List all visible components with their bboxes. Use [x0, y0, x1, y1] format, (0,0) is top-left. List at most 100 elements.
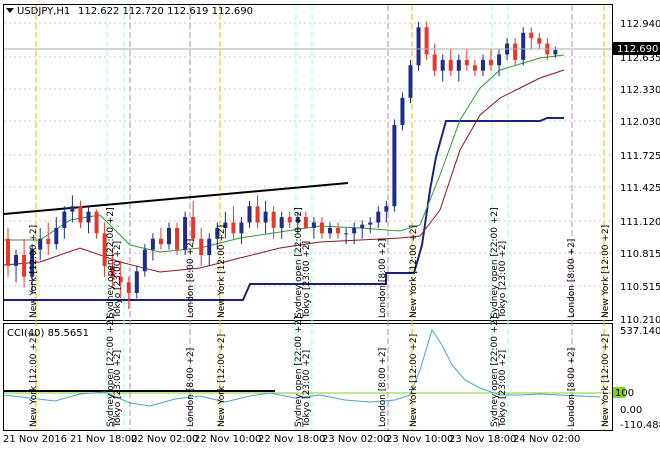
candle-body — [553, 50, 558, 55]
candle — [344, 227, 349, 245]
candle-body — [191, 217, 196, 239]
candle — [456, 54, 461, 82]
candle — [14, 249, 19, 283]
candle-body — [513, 43, 518, 60]
candle — [303, 211, 308, 228]
price-tick: 110.210 — [620, 315, 660, 326]
price-axis: 112.940 112.635 112.330 112.030 111.725 … — [620, 19, 660, 326]
time-label: 23 Nov 18:00 — [449, 434, 516, 445]
candle — [489, 49, 493, 71]
candle-body — [94, 211, 99, 234]
candle — [537, 32, 542, 50]
candle-body — [255, 206, 260, 223]
cci-tick: -110.4886 — [620, 420, 660, 431]
candle — [247, 200, 252, 228]
session-label: Tokyo [23:00 +2] — [302, 350, 312, 428]
candle — [328, 222, 332, 239]
candle-body — [392, 124, 397, 207]
candle-body — [6, 238, 10, 266]
session-label: New York [12:00 +2] — [409, 225, 419, 318]
candle — [183, 211, 188, 256]
session-lines — [35, 5, 605, 430]
candle-body — [231, 222, 236, 234]
candle-body — [102, 233, 107, 266]
candle-body — [239, 222, 244, 234]
candle-body — [328, 227, 332, 234]
cci-line — [3, 328, 601, 407]
candle-body — [416, 27, 421, 66]
candle — [62, 206, 67, 239]
candle-body — [158, 238, 163, 245]
session-label: New York [12:00 +2] — [217, 334, 227, 427]
candle — [6, 227, 10, 277]
symbol-label[interactable]: USDJPY,H1 — [17, 6, 70, 17]
candle — [480, 54, 485, 77]
candle — [223, 211, 228, 239]
candle — [440, 54, 445, 82]
candle-body — [167, 227, 171, 245]
time-label: 21 Nov 2016 — [3, 434, 67, 445]
candle-body — [134, 271, 139, 293]
candle — [319, 217, 324, 239]
candlestick-series — [6, 21, 558, 310]
candle — [167, 222, 171, 250]
price-tick: 110.515 — [620, 282, 660, 293]
symbol-menu-icon[interactable] — [6, 8, 14, 13]
cci-panel-frame — [3, 323, 613, 431]
candle-body — [311, 222, 316, 228]
candle — [376, 206, 381, 228]
candle-body — [183, 217, 188, 250]
candle-body — [215, 227, 220, 239]
candle-body — [472, 65, 477, 71]
candle-body — [352, 227, 357, 234]
candle — [94, 209, 99, 239]
candle — [352, 222, 357, 245]
candle-body — [368, 222, 373, 225]
candle-body — [400, 97, 405, 125]
candle — [529, 27, 534, 50]
candle-body — [344, 233, 349, 235]
candle-body — [303, 217, 308, 228]
time-label: 22 Nov 02:00 — [131, 434, 198, 445]
candle-body — [295, 217, 300, 223]
candle — [126, 276, 131, 310]
candle-body — [529, 32, 534, 39]
candle — [263, 200, 268, 234]
session-label: London [8:00 +2] — [378, 239, 388, 318]
candle-body — [480, 59, 485, 71]
price-tick: 111.425 — [620, 183, 660, 194]
candle — [78, 200, 83, 228]
candle-body — [319, 222, 324, 234]
time-label: 22 Nov 18:00 — [258, 434, 325, 445]
current-price-tag — [613, 42, 660, 55]
cci-tick: 0.00 — [620, 405, 642, 416]
time-label: 23 Nov 02:00 — [322, 434, 389, 445]
session-label: Sydney open [22:00 +2] — [294, 207, 304, 318]
candle — [54, 217, 59, 250]
green-moving-average — [4, 54, 565, 253]
price-tick: 112.635 — [620, 53, 660, 64]
time-label: 21 Nov 18:00 — [70, 434, 137, 445]
session-label: Sydney open [22:00 +2] — [490, 316, 500, 427]
time-axis: 21 Nov 2016 21 Nov 18:00 22 Nov 02:00 22… — [3, 434, 580, 445]
ohlc-readout: 112.622 112.720 112.619 112.690 — [78, 6, 253, 17]
time-label: 22 Nov 10:00 — [194, 434, 261, 445]
candle — [271, 206, 276, 239]
time-label: 24 Nov 02:00 — [513, 434, 580, 445]
candle — [424, 21, 429, 60]
trend-line[interactable] — [3, 182, 349, 215]
candle — [215, 222, 220, 250]
candle-body — [497, 54, 502, 66]
session-label: Tokyo [23:00 +2] — [498, 350, 508, 428]
session-label: Sydney open [22:00 +2] — [106, 316, 116, 427]
session-label: Sydney open [22:00 +2] — [106, 207, 116, 318]
candle-body — [247, 206, 252, 223]
candle-body — [521, 32, 526, 60]
session-label: New York [12:00 +2] — [29, 225, 39, 318]
candle — [384, 200, 389, 223]
cci-level-label: 100 — [615, 388, 634, 399]
candle — [150, 233, 155, 261]
candle — [472, 59, 477, 77]
candle — [22, 238, 27, 288]
